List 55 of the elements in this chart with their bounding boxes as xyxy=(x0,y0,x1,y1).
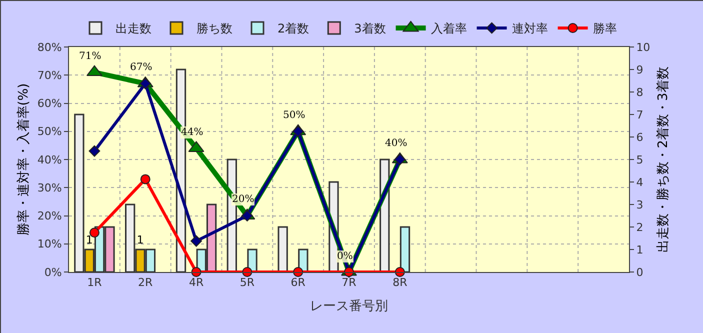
y2-tick-label: 6 xyxy=(636,130,644,144)
legend-label: 連対率 xyxy=(512,22,548,36)
point xyxy=(190,235,202,247)
y-tick-label: 30% xyxy=(37,181,62,194)
point xyxy=(394,154,406,166)
data-label: 0% xyxy=(337,251,353,262)
y-tick-label: 60% xyxy=(37,97,62,110)
y-tick-label: 70% xyxy=(37,68,62,82)
y2-tick-label: 1 xyxy=(636,243,644,256)
y2-tick-label: 4 xyxy=(636,176,644,189)
data-label: 1 xyxy=(86,234,93,246)
point xyxy=(88,145,100,157)
y2-tick-label: 0 xyxy=(636,266,644,279)
point xyxy=(241,210,253,222)
y-axis-title: 勝率・連対率・入着率(%) xyxy=(15,83,32,236)
y2-tick-label: 9 xyxy=(636,63,644,76)
data-label: 67% xyxy=(130,62,152,73)
data-label: 44% xyxy=(181,127,204,138)
x-tick-label: 8R xyxy=(392,276,408,290)
x-tick-label: 7R xyxy=(342,276,357,290)
x-axis-title: レース番号別 xyxy=(310,298,388,314)
y-tick-label: 80% xyxy=(37,40,62,54)
bar xyxy=(278,226,288,272)
legend-label: 3着数 xyxy=(354,22,386,36)
legend-label: 勝率 xyxy=(592,22,617,36)
point xyxy=(140,174,150,184)
legend-label: 出走数 xyxy=(116,22,152,36)
legend-label: 勝ち数 xyxy=(196,22,232,36)
y-tick-label: 40% xyxy=(37,153,62,166)
y-tick-label: 50% xyxy=(37,125,62,138)
x-tick-label: 2R xyxy=(138,276,154,290)
y2-tick-label: 8 xyxy=(636,86,644,99)
x-tick-label: 6R xyxy=(290,276,306,290)
data-label: 50% xyxy=(283,110,306,121)
bar xyxy=(400,226,410,272)
legend-label: 入着率 xyxy=(430,22,467,36)
data-label: 40% xyxy=(385,138,408,149)
y2-tick-label: 10 xyxy=(636,40,650,54)
x-tick-label: 1R xyxy=(87,276,102,290)
y-tick-label: 0% xyxy=(44,266,62,279)
y2-axis-title: 出走数・勝ち数・2着数・3着数 xyxy=(654,66,671,252)
y2-tick-label: 2 xyxy=(636,220,644,234)
x-tick-label: 4R xyxy=(188,276,204,290)
y2-tick-label: 3 xyxy=(636,198,644,212)
point xyxy=(292,126,304,138)
y-tick-label: 20% xyxy=(37,210,62,223)
data-label: 20% xyxy=(232,194,254,205)
y2-tick-label: 5 xyxy=(636,153,644,166)
legend-label: 2着数 xyxy=(278,22,310,36)
x-tick-label: 5R xyxy=(240,276,255,290)
point xyxy=(140,78,152,90)
data-label: 71% xyxy=(79,51,102,62)
y-tick-label: 10% xyxy=(37,238,62,251)
y2-tick-label: 7 xyxy=(636,108,644,122)
data-label: 1 xyxy=(136,234,144,246)
